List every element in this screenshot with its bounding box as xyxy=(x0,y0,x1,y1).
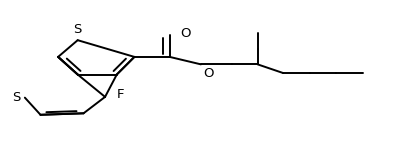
Text: S: S xyxy=(74,23,82,36)
Text: F: F xyxy=(117,88,125,101)
Text: O: O xyxy=(203,67,214,80)
Text: S: S xyxy=(12,91,20,104)
Text: O: O xyxy=(180,26,191,40)
